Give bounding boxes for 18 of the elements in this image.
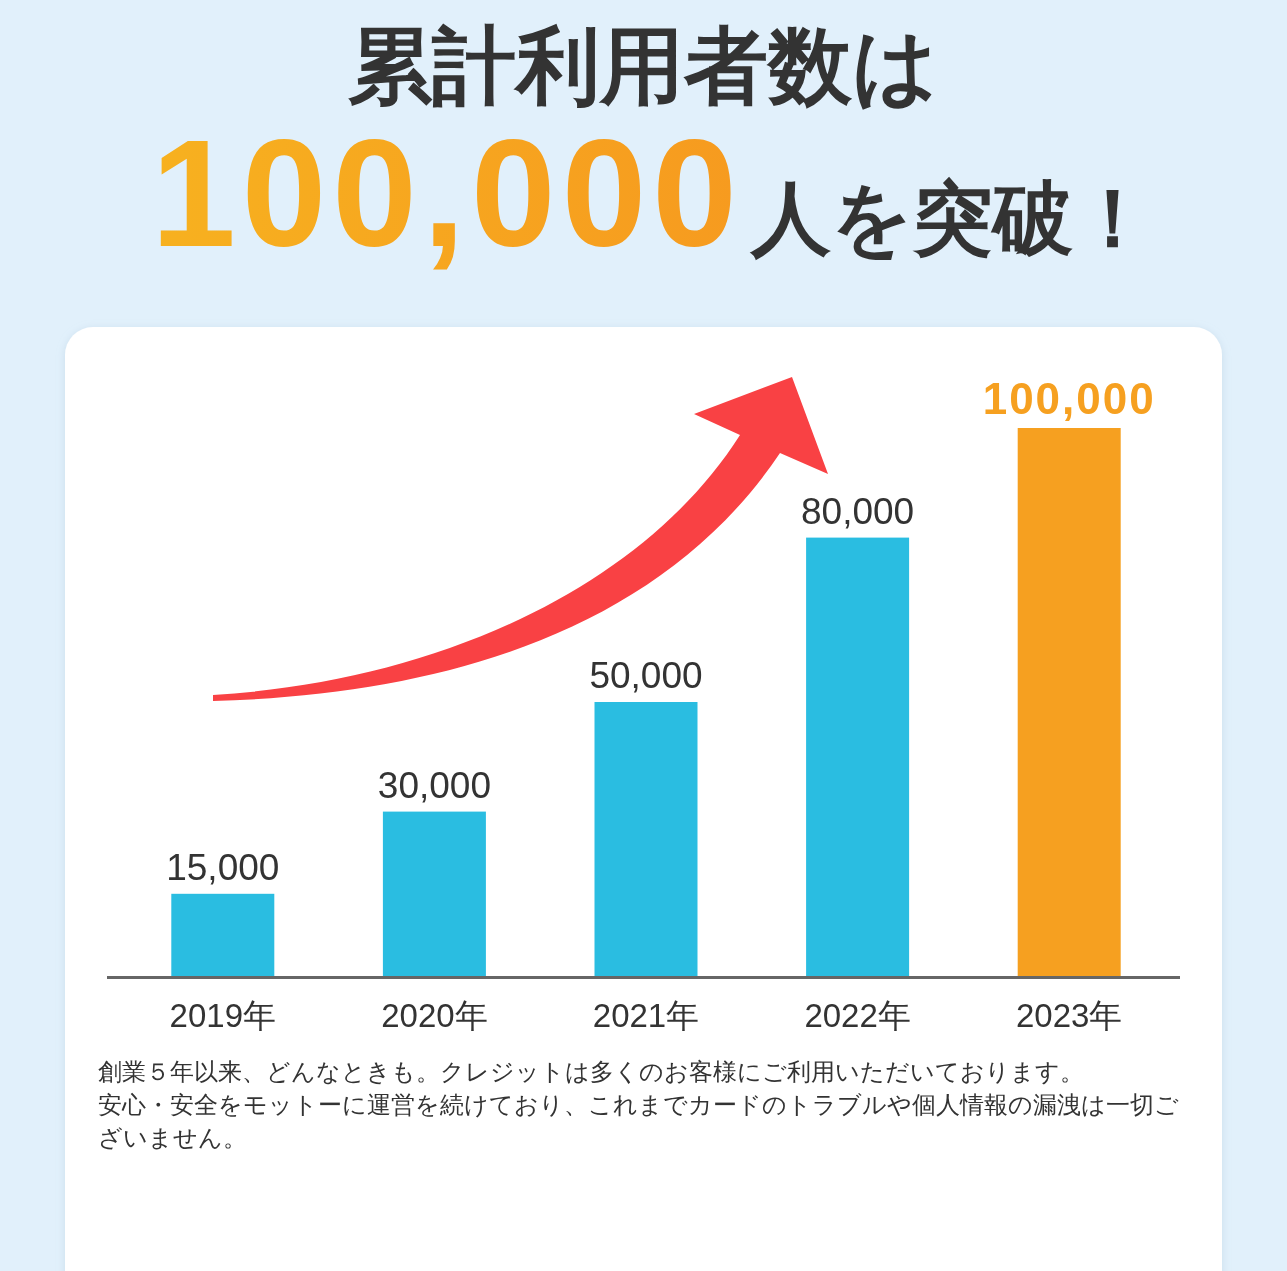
text: 安心・安全をモットーに運営を続けており、これまでカードのトラブルや個人情報の漏洩は一切ございません。 <box>98 1090 1180 1154</box>
x-tick-label: 2019年 <box>169 997 277 1034</box>
x-tick-label: 2023年 <box>1015 997 1123 1034</box>
data-label: 80,000 <box>801 490 915 532</box>
x-tick-label: 2021年 <box>592 997 700 1034</box>
bar <box>594 702 698 976</box>
text: 創業５年以来、どんなときも。クレジットは多くのお客様にご利用いただいております。 <box>98 1057 1085 1088</box>
data-label: 30,000 <box>377 764 491 806</box>
bar <box>382 811 486 976</box>
data-label: 100,000 <box>982 374 1156 423</box>
x-tick-label: 2020年 <box>381 997 488 1034</box>
x-tick-label: 2022年 <box>804 997 911 1034</box>
bar <box>1017 428 1121 976</box>
bar <box>806 537 910 976</box>
bar <box>171 893 275 976</box>
data-label: 50,000 <box>589 655 703 696</box>
data-label: 15,000 <box>166 846 280 888</box>
chart-title: 累計利用者数は <box>348 17 938 115</box>
